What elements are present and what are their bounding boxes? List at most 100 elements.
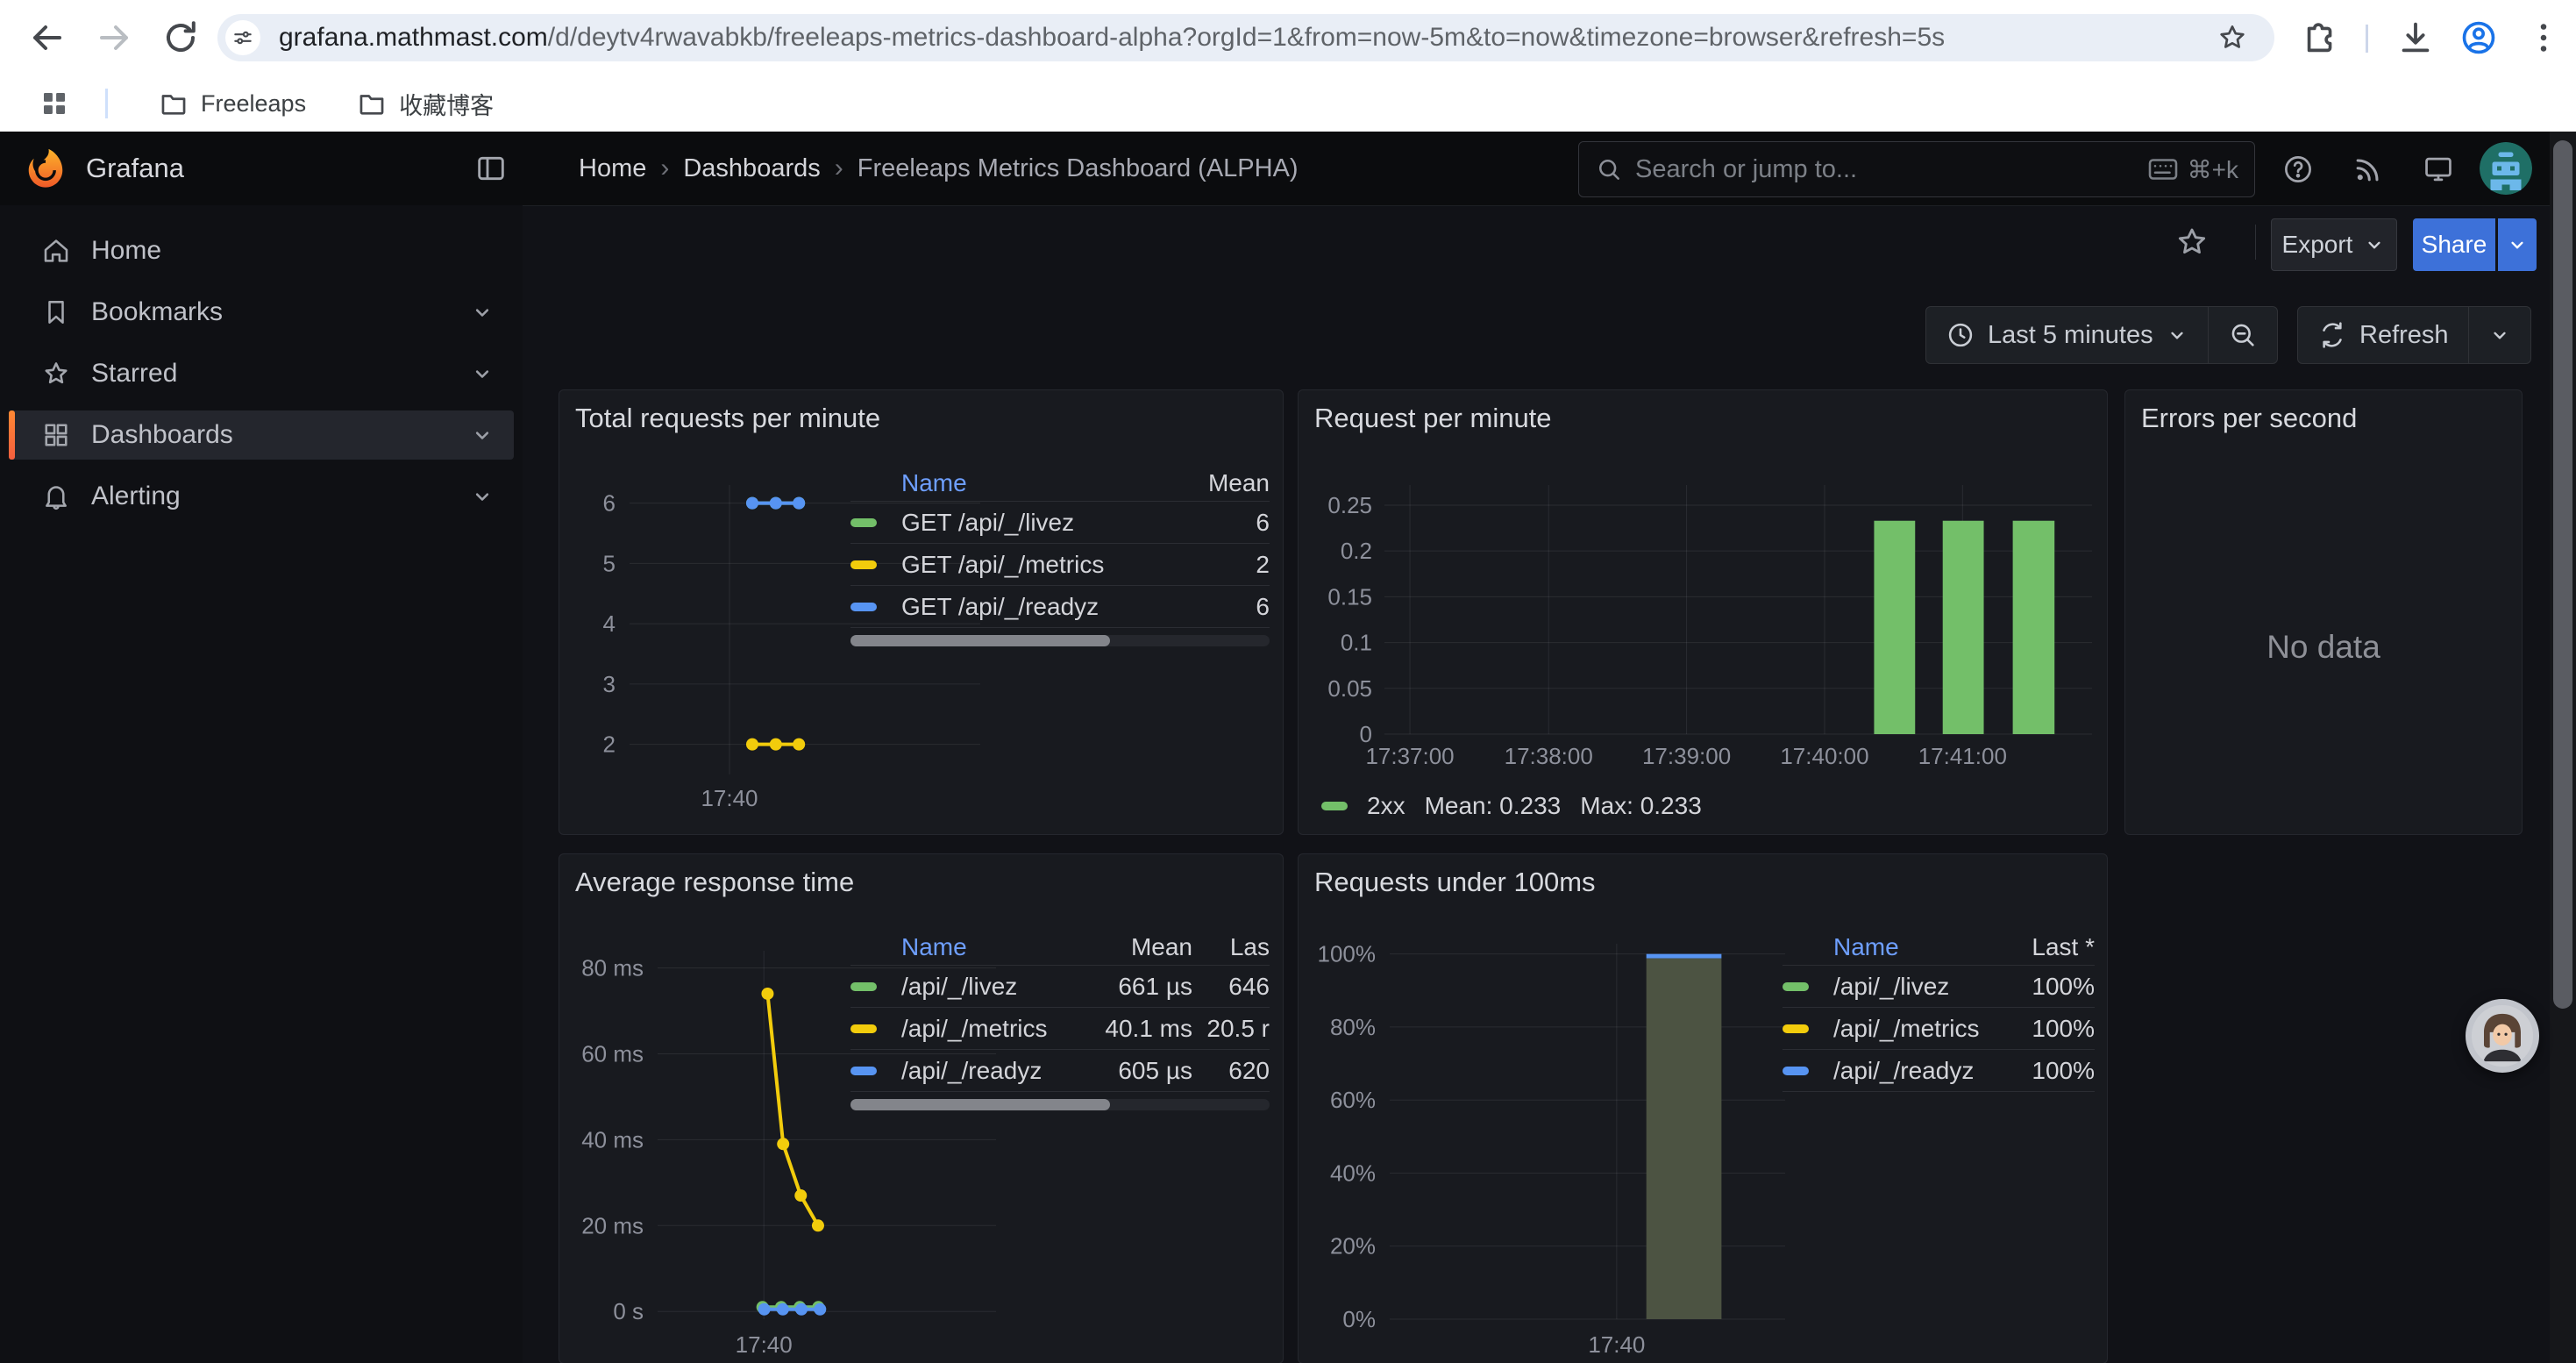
sidebar-item-home[interactable]: Home: [9, 226, 514, 275]
robot-avatar-image: [2480, 142, 2532, 195]
assistant-avatar[interactable]: [2466, 999, 2539, 1073]
panel-title[interactable]: Errors per second: [2141, 403, 2357, 434]
data-point: [761, 988, 773, 1000]
monitor-icon[interactable]: [2422, 153, 2455, 186]
total-requests-legend-table: NameMeanGET /api/_/livez6GET /api/_/metr…: [850, 466, 1270, 646]
bookmark-star-icon[interactable]: [2217, 22, 2248, 54]
legend-series-name[interactable]: 2xx: [1367, 792, 1405, 820]
url-text[interactable]: grafana.mathmast.com/d/deytv4rwavabkb/fr…: [279, 14, 2190, 61]
column-header[interactable]: Las: [1192, 933, 1270, 961]
sidebar-item-label: Dashboards: [91, 420, 470, 450]
favorite-star-icon[interactable]: [2174, 225, 2210, 260]
data-point: [758, 1303, 771, 1316]
y-axis-tick-label: 100%: [1318, 941, 1377, 967]
requests-under-100ms-chart: 100%80%60%40%20%0%17:40: [1309, 931, 1800, 1363]
series-name[interactable]: GET /api/_/metrics: [901, 551, 1171, 579]
y-axis-tick-label: 5: [603, 550, 616, 576]
legend-swatch: [1783, 982, 1809, 991]
forward-icon[interactable]: [93, 17, 135, 59]
legend-swatch: [850, 982, 877, 991]
reload-icon[interactable]: [160, 17, 202, 59]
refresh-interval-button[interactable]: [2468, 307, 2530, 363]
x-axis-tick-label: 17:40:00: [1780, 743, 1868, 769]
panel-title[interactable]: Average response time: [575, 867, 854, 898]
panel-title[interactable]: Requests under 100ms: [1314, 867, 1596, 898]
browser-chrome: grafana.mathmast.com/d/deytv4rwavabkb/fr…: [0, 0, 2576, 132]
table-scrollbar-thumb[interactable]: [850, 1099, 1110, 1110]
scrollbar-thumb[interactable]: [2553, 140, 2572, 1009]
table-scrollbar-thumb[interactable]: [850, 635, 1110, 646]
legend-swatch: [1321, 802, 1348, 810]
series-name[interactable]: /api/_/metrics: [1833, 1015, 1996, 1043]
column-header[interactable]: Name: [901, 933, 1061, 961]
table-scrollbar[interactable]: [850, 1099, 1270, 1110]
rss-icon[interactable]: [2352, 153, 2385, 186]
panel-title[interactable]: Request per minute: [1314, 403, 1552, 434]
x-axis-tick-label: 17:39:00: [1642, 743, 1731, 769]
y-axis-tick-label: 40%: [1330, 1160, 1376, 1186]
back-icon[interactable]: [26, 17, 68, 59]
series-name[interactable]: /api/_/readyz: [1833, 1057, 1996, 1085]
share-button[interactable]: Share: [2413, 218, 2495, 271]
url-bar[interactable]: grafana.mathmast.com/d/deytv4rwavabkb/fr…: [217, 14, 2274, 61]
help-icon[interactable]: [2281, 153, 2315, 186]
profile-icon[interactable]: [2459, 18, 2499, 58]
y-axis-tick-label: 0.15: [1327, 583, 1372, 610]
sidebar-item-label: Starred: [91, 359, 470, 389]
search-input[interactable]: Search or jump to... ⌘+k: [1578, 141, 2255, 197]
chevron-down-icon[interactable]: [470, 484, 495, 509]
grafana-brand[interactable]: Grafana: [86, 132, 184, 205]
toolbar-divider: [2366, 25, 2368, 53]
chevron-down-icon[interactable]: [470, 361, 495, 386]
legend-mean: Mean: 0.233: [1425, 792, 1562, 820]
y-axis-tick-label: 20 ms: [581, 1212, 644, 1238]
sidebar-item-starred[interactable]: Starred: [9, 349, 514, 398]
column-header[interactable]: Last *: [1996, 933, 2095, 961]
legend-swatch: [1783, 1067, 1809, 1075]
keyboard-icon: [2147, 156, 2179, 182]
column-header[interactable]: Name: [1833, 933, 1996, 961]
zoom-out-button[interactable]: [2208, 307, 2277, 363]
apps-grid-icon[interactable]: [39, 88, 70, 119]
sidebar-item-alerting[interactable]: Alerting: [9, 472, 514, 521]
breadcrumb-item[interactable]: Dashboards: [683, 154, 820, 183]
column-header[interactable]: Mean: [1061, 933, 1192, 961]
legend-swatch: [850, 603, 877, 611]
series-name[interactable]: /api/_/livez: [1833, 973, 1996, 1001]
data-point: [812, 1219, 824, 1231]
refresh-button[interactable]: Refresh: [2298, 307, 2468, 363]
export-button[interactable]: Export: [2271, 218, 2397, 271]
series-name[interactable]: /api/_/livez: [901, 973, 1061, 1001]
y-axis-tick-label: 2: [603, 731, 616, 758]
bookmark-label: 收藏博客: [399, 87, 494, 121]
dock-sidebar-icon[interactable]: [473, 151, 509, 186]
panel-title[interactable]: Total requests per minute: [575, 403, 880, 434]
grafana-header: Grafana Home›Dashboards›Freeleaps Metric…: [0, 132, 2576, 206]
series-name[interactable]: /api/_/readyz: [901, 1057, 1061, 1085]
column-header[interactable]: Mean: [1171, 469, 1270, 497]
cell-value: 620: [1192, 1057, 1270, 1085]
table-scrollbar[interactable]: [850, 635, 1270, 646]
grafana-logo[interactable]: [23, 146, 68, 191]
sidebar-item-bookmarks[interactable]: Bookmarks: [9, 288, 514, 337]
site-info-icon[interactable]: [225, 20, 260, 55]
series-name[interactable]: GET /api/_/livez: [901, 509, 1171, 537]
column-header[interactable]: Name: [901, 469, 1171, 497]
breadcrumb-item[interactable]: Home: [579, 154, 646, 183]
chevron-down-icon[interactable]: [470, 300, 495, 325]
series-name[interactable]: /api/_/metrics: [901, 1015, 1061, 1043]
bookmark-label: Freeleaps: [201, 90, 306, 118]
panel-total-requests: Total requests per minute 6543217:40 Nam…: [559, 389, 1284, 835]
time-range-picker[interactable]: Last 5 minutes: [1926, 307, 2208, 363]
download-icon[interactable]: [2395, 18, 2436, 58]
share-menu-button[interactable]: [2498, 218, 2537, 271]
user-avatar[interactable]: [2480, 142, 2532, 195]
bookmark-item[interactable]: Freeleaps: [159, 89, 306, 118]
requests-under-100ms-legend-table: NameLast */api/_/livez100%/api/_/metrics…: [1783, 930, 2095, 1092]
menu-icon[interactable]: [2523, 18, 2564, 58]
bookmark-item[interactable]: 收藏博客: [357, 87, 494, 121]
series-name[interactable]: GET /api/_/readyz: [901, 593, 1171, 621]
extensions-icon[interactable]: [2301, 18, 2341, 58]
chevron-down-icon[interactable]: [470, 423, 495, 447]
sidebar-item-dashboards[interactable]: Dashboards: [9, 410, 514, 460]
